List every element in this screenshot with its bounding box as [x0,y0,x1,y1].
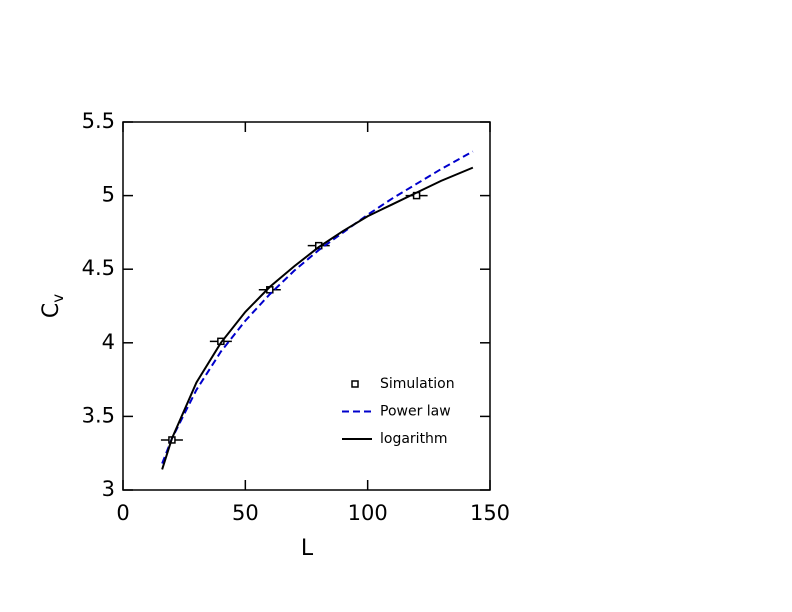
plot-frame [122,121,491,491]
y-tick-label: 5 [102,183,115,207]
y-tick-label: 5.5 [82,109,115,133]
y-label-main: C [39,303,64,318]
x-tick-label: 0 [116,501,129,525]
legend-marker [351,380,359,388]
series-line [161,150,474,464]
y-label-subscript: v [49,294,67,303]
x-axis-label: L [301,536,314,561]
legend-label: logarithm [380,431,448,447]
x-tick-label: 100 [348,501,388,525]
series-line [161,166,474,470]
x-tick-label: 150 [470,501,510,525]
y-tick-label: 4.5 [82,256,115,280]
y-tick-label: 3 [102,477,115,501]
legend-label: Simulation [380,376,455,392]
legend-label: Power law [380,404,451,420]
y-tick-label: 3.5 [82,403,115,427]
y-axis-label: Cv [39,294,67,318]
y-tick-label: 4 [102,330,115,354]
x-tick-label: 50 [232,501,259,525]
